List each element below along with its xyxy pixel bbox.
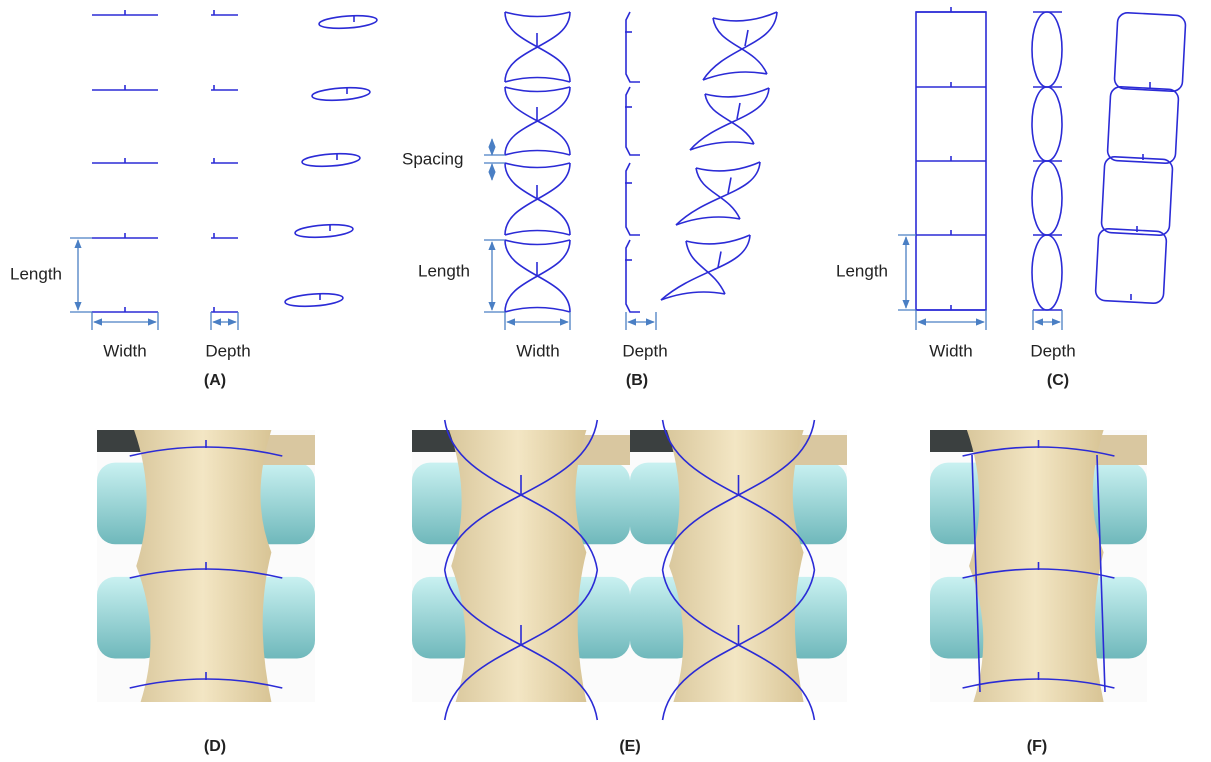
curve xyxy=(660,291,726,301)
panel-label: (E) xyxy=(619,738,640,755)
ring xyxy=(1031,11,1063,88)
cell xyxy=(1094,227,1168,305)
curve xyxy=(689,87,770,151)
curve xyxy=(625,86,640,156)
curve xyxy=(702,11,778,81)
width-label: Width xyxy=(516,341,559,360)
spacing-label: Spacing xyxy=(402,149,463,168)
curve xyxy=(504,239,571,246)
length-label: Length xyxy=(418,261,470,280)
curve xyxy=(504,149,571,156)
length-label: Length xyxy=(836,261,888,280)
curve xyxy=(504,76,571,83)
curve xyxy=(704,87,770,98)
transverse-process xyxy=(781,576,847,659)
line xyxy=(717,251,722,268)
line xyxy=(1096,454,1106,693)
ring xyxy=(1031,86,1063,162)
curve xyxy=(702,71,768,81)
depth-label: Depth xyxy=(622,341,667,360)
curve xyxy=(504,229,571,236)
curve xyxy=(685,240,726,295)
curve xyxy=(504,86,571,93)
ring xyxy=(1031,160,1063,236)
ring xyxy=(294,223,354,239)
vertebral-column xyxy=(449,430,587,702)
cell xyxy=(1100,155,1174,237)
transverse-process xyxy=(249,462,315,545)
width-label: Width xyxy=(103,341,146,360)
curve xyxy=(704,93,755,145)
depth-label: Depth xyxy=(205,341,250,360)
ring xyxy=(284,292,344,308)
curve xyxy=(689,141,755,151)
panel-label: (A) xyxy=(204,372,226,389)
transverse-process xyxy=(249,576,315,659)
curve xyxy=(685,234,751,245)
ring xyxy=(318,14,378,30)
curve xyxy=(625,239,640,313)
curve xyxy=(504,306,571,313)
vertebral-column xyxy=(666,430,804,702)
ring xyxy=(311,86,371,102)
panel-label: (B) xyxy=(626,372,648,389)
line xyxy=(736,102,741,120)
curve xyxy=(712,11,778,22)
curve xyxy=(695,161,761,172)
curve xyxy=(625,162,640,236)
cell xyxy=(1113,11,1187,93)
transverse-process xyxy=(564,576,630,659)
line xyxy=(971,454,981,693)
curve xyxy=(660,234,751,301)
transverse-process xyxy=(564,462,630,545)
ring xyxy=(301,152,361,168)
line xyxy=(727,177,732,194)
width-label: Width xyxy=(929,341,972,360)
curve xyxy=(712,17,768,75)
diagram-shapes xyxy=(70,7,1187,721)
panel-label: (D) xyxy=(204,738,226,755)
curve xyxy=(504,162,571,169)
length-label: Length xyxy=(10,264,62,283)
line xyxy=(744,29,749,47)
curve xyxy=(695,167,741,220)
panel-label: (F) xyxy=(1027,738,1047,755)
curve xyxy=(675,161,761,226)
panel-label: (C) xyxy=(1047,372,1069,389)
vertebral-column xyxy=(134,430,272,702)
curve xyxy=(625,11,640,83)
curve xyxy=(504,11,571,18)
cell xyxy=(1106,85,1180,165)
curve xyxy=(675,216,741,226)
transverse-process xyxy=(781,462,847,545)
transverse-process xyxy=(1081,576,1147,659)
vertebral-column xyxy=(966,430,1104,702)
ring xyxy=(1031,234,1063,311)
depth-label: Depth xyxy=(1030,341,1075,360)
